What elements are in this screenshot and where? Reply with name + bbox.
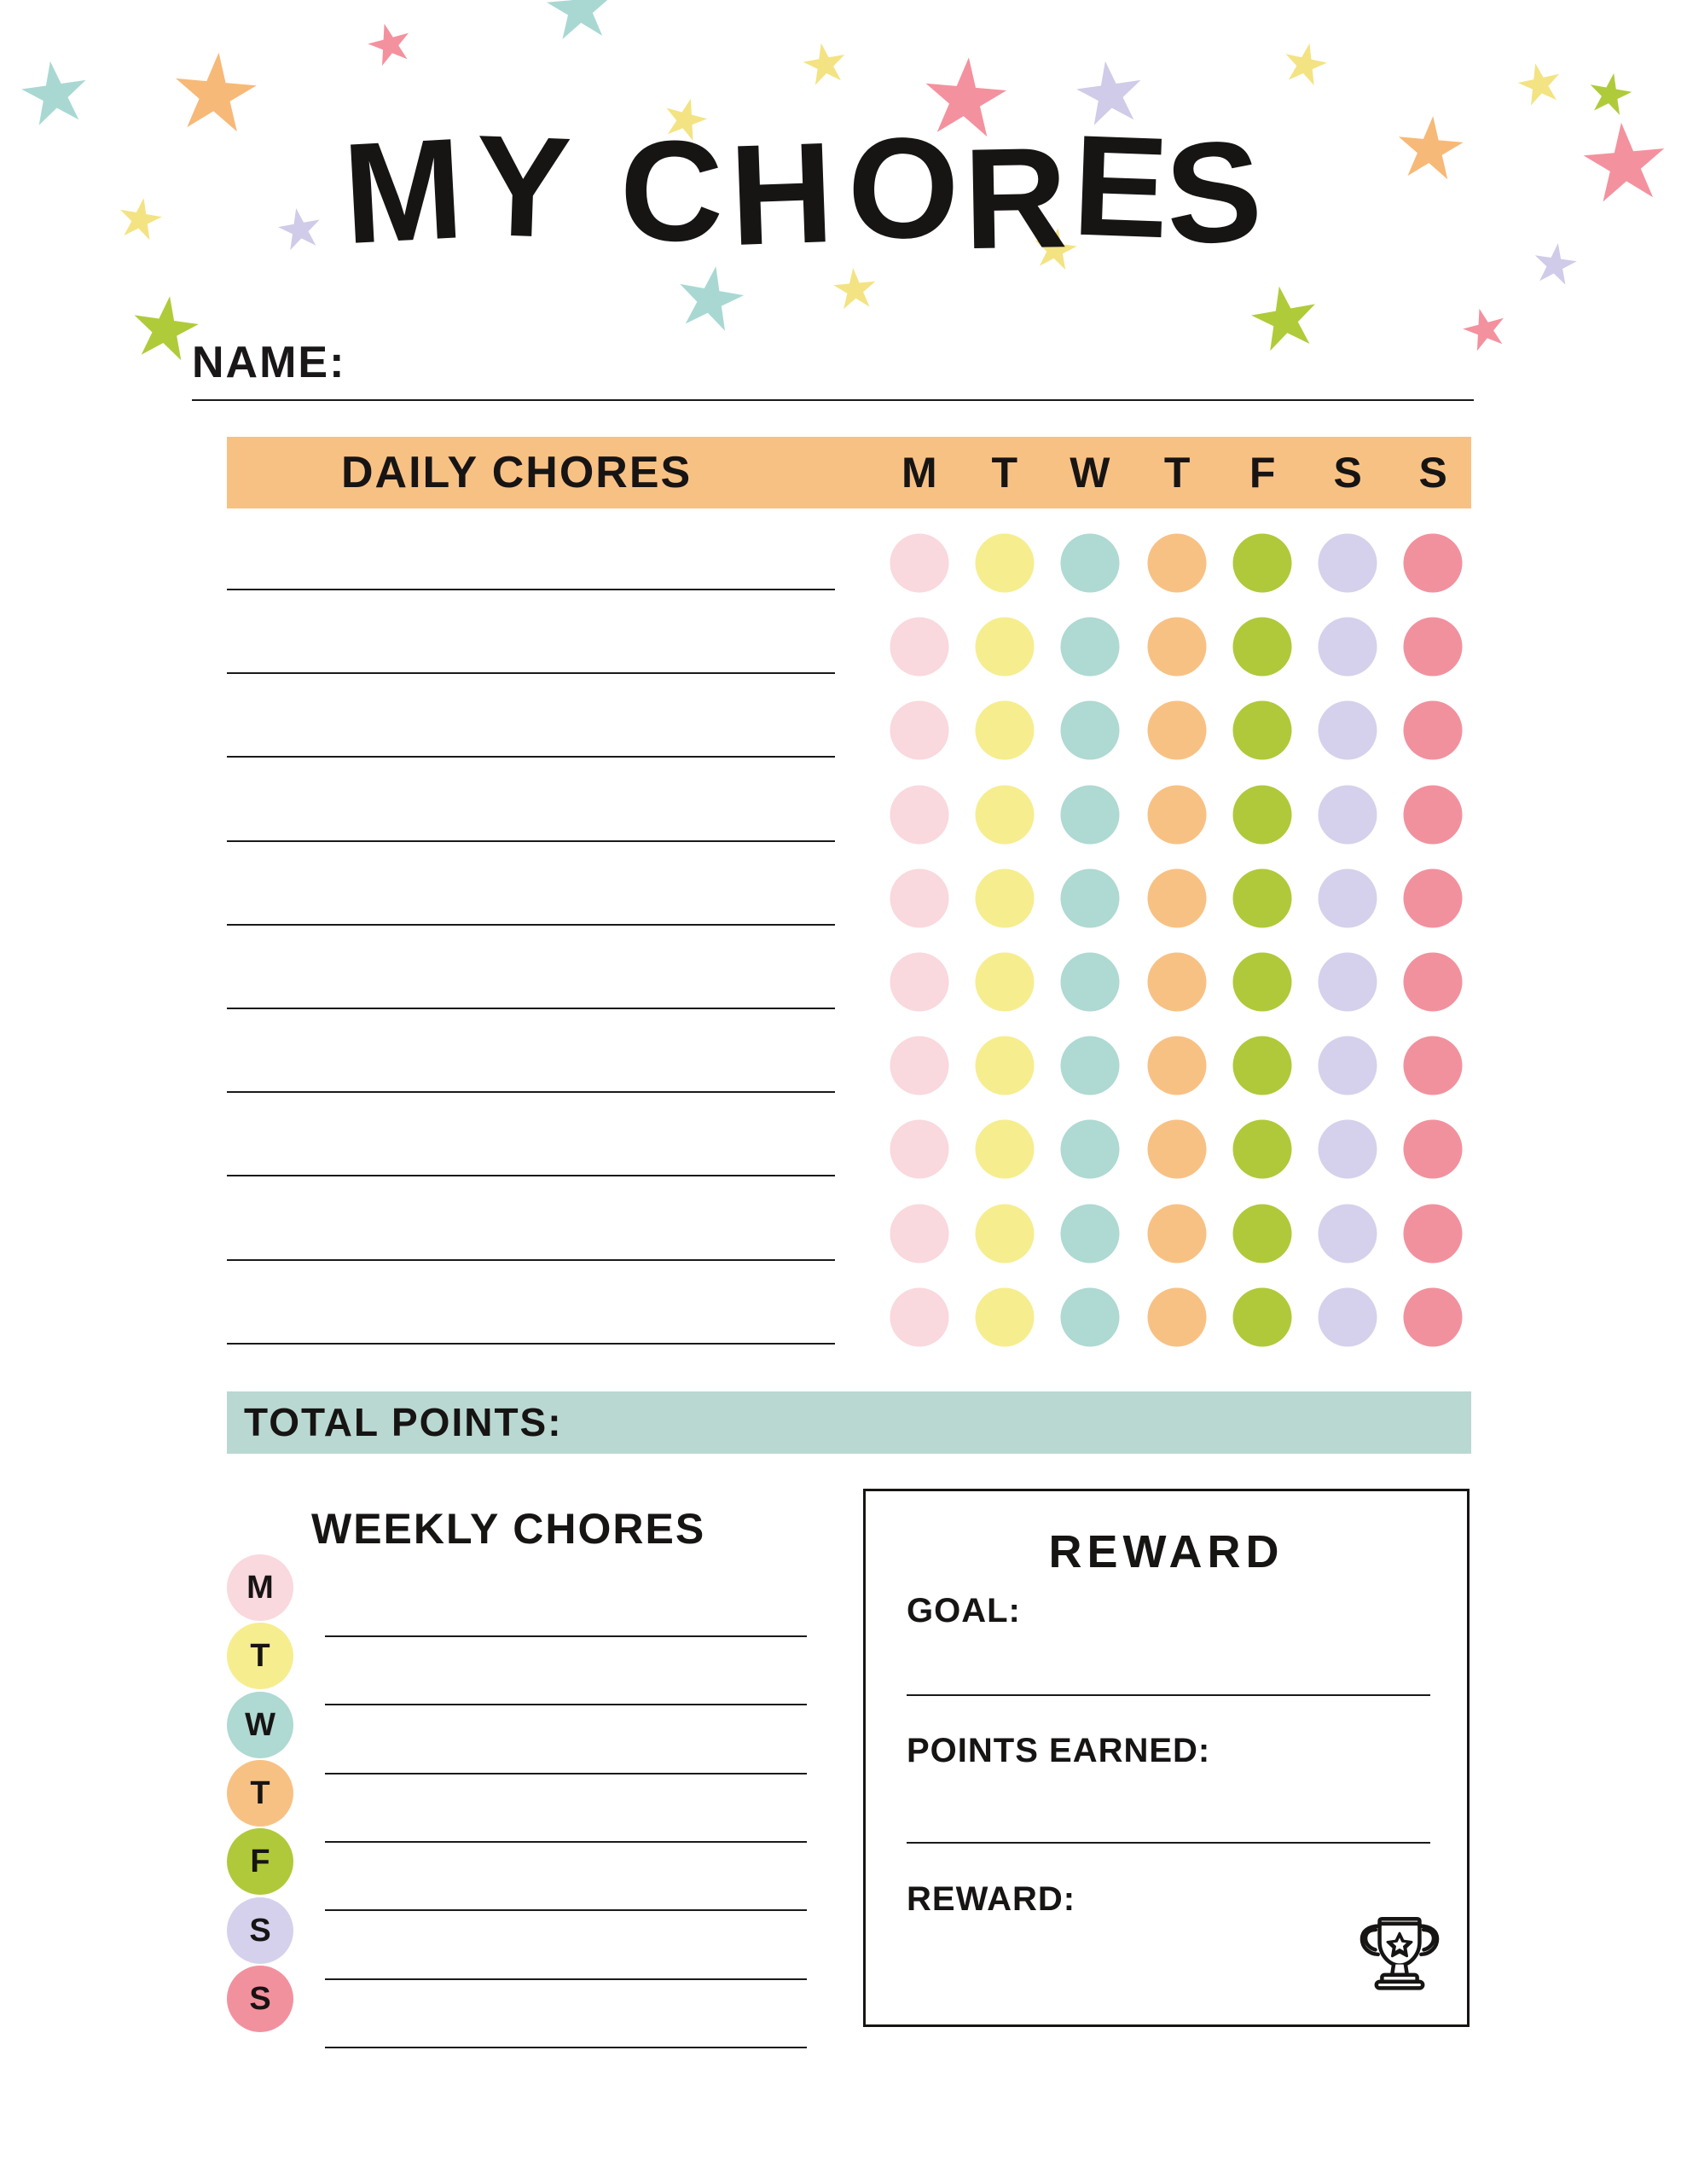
svg-text:S: S xyxy=(1162,110,1266,276)
svg-text:H: H xyxy=(728,112,837,276)
svg-text:O: O xyxy=(844,105,963,271)
svg-text:M: M xyxy=(339,107,467,274)
svg-text:C: C xyxy=(620,111,723,271)
svg-text:E: E xyxy=(1070,105,1171,269)
svg-text:Y: Y xyxy=(472,105,573,269)
svg-text:R: R xyxy=(962,117,1068,279)
